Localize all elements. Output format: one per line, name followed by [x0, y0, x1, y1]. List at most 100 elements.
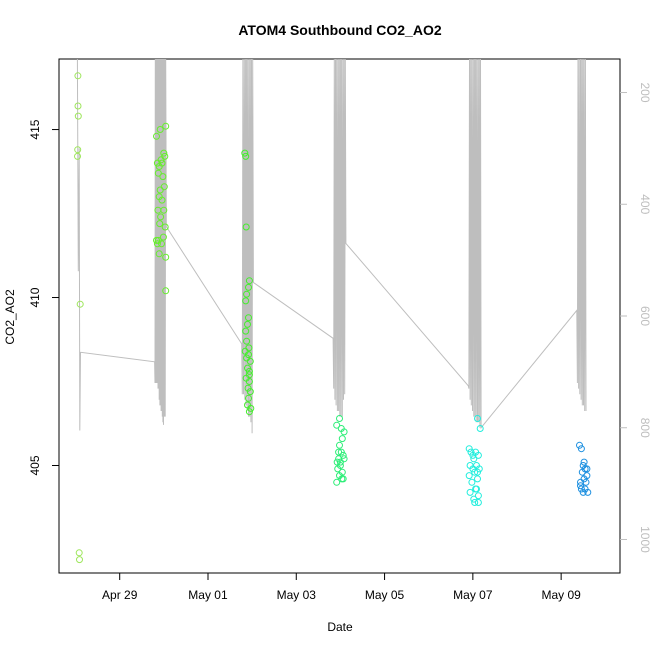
data-point [474, 499, 482, 506]
data-point [154, 169, 162, 177]
data-point [465, 472, 473, 480]
y-axis-label: CO2_AO2 [3, 289, 17, 345]
data-point [245, 314, 252, 322]
data-point [243, 290, 251, 298]
data-point [581, 485, 589, 493]
data-point [471, 499, 479, 506]
data-point [336, 415, 343, 422]
data-point [153, 132, 160, 140]
x-axis-label: Date [327, 620, 353, 634]
x-tick-label: May 03 [277, 588, 317, 602]
x-axis: Apr 29 May 01 May 03 May 05 May 07 May 09 [102, 573, 581, 602]
data-point [583, 465, 591, 473]
altitude-line [76, 58, 587, 434]
data-point [336, 441, 343, 449]
data-point [156, 186, 164, 194]
data-point [246, 357, 254, 365]
data-point [340, 428, 348, 436]
data-point [336, 458, 344, 466]
data-point [156, 126, 164, 133]
data-point [243, 337, 251, 345]
data-point [74, 102, 82, 110]
data-point [162, 287, 170, 295]
data-point [161, 152, 169, 160]
chart-title: ATOM4 Southbound CO2_AO2 [238, 22, 441, 38]
y-tick-label: 410 [28, 287, 42, 307]
data-point [245, 378, 253, 385]
data-point [469, 451, 477, 459]
data-point [577, 482, 584, 490]
data-point [475, 465, 483, 473]
data-point [333, 421, 341, 429]
data-point [160, 149, 168, 157]
data-point [245, 351, 252, 359]
data-point [162, 253, 170, 261]
data-point [579, 488, 587, 496]
data-point [74, 146, 82, 154]
data-point [465, 445, 473, 453]
x-tick-label: May 07 [453, 588, 493, 602]
data-point [244, 401, 251, 409]
data-point [74, 152, 81, 160]
data-point [242, 327, 250, 335]
data-point [161, 223, 169, 231]
data-point [339, 475, 347, 483]
data-point [246, 388, 254, 396]
data-point [245, 371, 253, 379]
data-point [470, 495, 478, 503]
data-point [580, 458, 588, 466]
data-point [474, 468, 481, 476]
data-point [159, 173, 167, 181]
data-point [582, 478, 590, 486]
data-point [241, 149, 249, 157]
data-point [334, 465, 342, 473]
secondary-y-axis: 200 400 600 800 1000 [620, 83, 650, 553]
data-point [76, 300, 84, 308]
y2-tick-label: 600 [638, 306, 650, 326]
data-point [153, 240, 161, 248]
data-point [242, 297, 250, 305]
data-point [158, 159, 166, 167]
data-point [245, 277, 253, 285]
data-point [576, 441, 583, 449]
y-tick-label: 405 [28, 455, 42, 475]
x-tick-label: Apr 29 [102, 588, 138, 602]
data-point [160, 206, 168, 214]
data-point [578, 468, 586, 476]
data-point [577, 485, 585, 493]
data-point [242, 152, 250, 160]
data-point [476, 425, 484, 432]
data-point [470, 455, 478, 463]
data-point [474, 475, 481, 483]
data-point [162, 122, 170, 130]
data-point [75, 549, 83, 557]
data-point [335, 448, 343, 456]
y-tick-label: 415 [28, 119, 42, 139]
data-point [158, 240, 165, 248]
data-point [74, 72, 82, 80]
x-tick-label: May 01 [188, 588, 228, 602]
x-tick-label: May 05 [365, 588, 405, 602]
data-point [473, 485, 480, 493]
y-axis: 405 410 415 [28, 119, 59, 476]
data-point [74, 112, 82, 120]
y2-tick-label: 1000 [638, 526, 650, 553]
data-point [159, 233, 167, 241]
data-point [583, 472, 591, 480]
data-point [338, 435, 346, 443]
data-point [245, 367, 253, 375]
data-point [577, 445, 585, 453]
y2-tick-label: 800 [638, 418, 650, 438]
altitude-line-layer [76, 58, 587, 434]
data-point [76, 556, 83, 564]
data-point [333, 478, 341, 486]
data-point [474, 415, 481, 422]
x-tick-label: May 09 [541, 588, 581, 602]
data-point [471, 468, 479, 476]
data-point [155, 250, 163, 258]
data-points-layer [74, 72, 592, 564]
y2-tick-label: 200 [638, 83, 650, 103]
data-point [468, 478, 476, 486]
data-point [244, 320, 251, 328]
